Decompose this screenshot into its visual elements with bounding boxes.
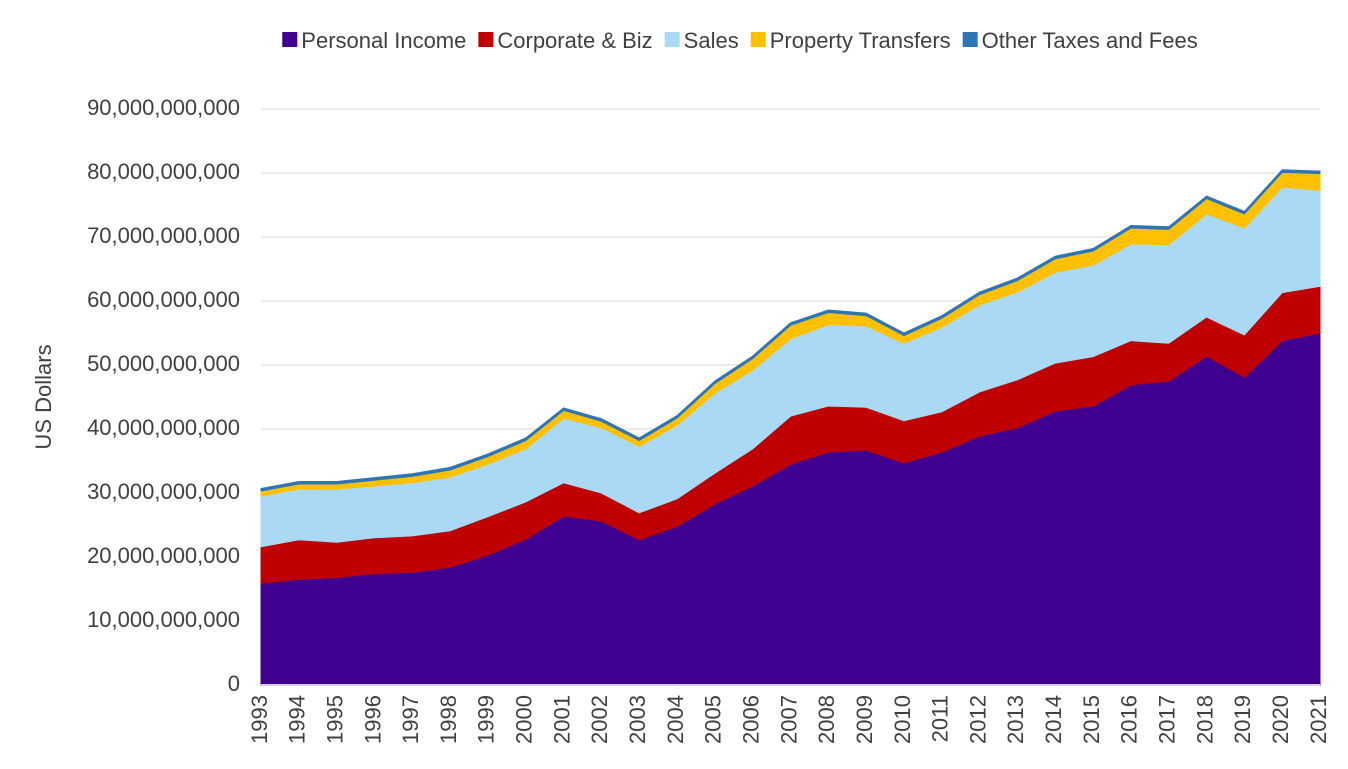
x-tick-label: 2018: [1192, 695, 1217, 744]
x-tick-label: 2014: [1041, 695, 1066, 744]
legend-label: Sales: [684, 28, 739, 53]
y-tick-label: 20,000,000,000: [87, 543, 240, 568]
x-tick-label: 1993: [247, 695, 272, 744]
legend-label: Personal Income: [301, 28, 466, 53]
x-tick-label: 2016: [1117, 695, 1142, 744]
x-tick-label: 2015: [1079, 695, 1104, 744]
x-tick-label: 2009: [852, 695, 877, 744]
x-tick-label: 2008: [814, 695, 839, 744]
legend-swatch: [478, 32, 494, 47]
x-tick-label: 2019: [1230, 695, 1255, 744]
area: [260, 169, 1321, 492]
y-tick-label: 90,000,000,000: [87, 95, 240, 120]
y-tick-label: 10,000,000,000: [87, 607, 240, 632]
x-tick-label: 1994: [285, 695, 310, 744]
y-tick-label: 70,000,000,000: [87, 223, 240, 248]
y-tick-label: 50,000,000,000: [87, 351, 240, 376]
x-tick-label: 2005: [701, 695, 726, 744]
legend-swatch: [750, 32, 766, 47]
x-tick-label: 2013: [1003, 695, 1028, 744]
legend-swatch: [664, 32, 680, 47]
x-tick-label: 2012: [965, 695, 990, 744]
legend-label: Corporate & Biz: [497, 28, 652, 53]
x-tick-label: 2007: [776, 695, 801, 744]
y-tick-label: 40,000,000,000: [87, 415, 240, 440]
y-tick-label: 60,000,000,000: [87, 287, 240, 312]
x-tick-label: 2017: [1155, 695, 1180, 744]
x-tick-label: 2001: [549, 695, 574, 744]
y-tick-label: 0: [228, 671, 240, 696]
y-axis-title: US Dollars: [31, 344, 56, 449]
x-tick-label: 1996: [360, 695, 385, 744]
legend-swatch: [282, 32, 298, 47]
y-tick-label: 30,000,000,000: [87, 479, 240, 504]
legend-swatch: [962, 32, 978, 47]
legend-label: Property Transfers: [770, 28, 951, 53]
x-tick-label: 2002: [587, 695, 612, 744]
x-tick-label: 2021: [1306, 695, 1331, 744]
x-tick-label: 2003: [625, 695, 650, 744]
x-tick-label: 1998: [436, 695, 461, 744]
y-tick-label: 80,000,000,000: [87, 159, 240, 184]
x-tick-label: 1999: [474, 695, 499, 744]
x-tick-label: 2010: [890, 695, 915, 744]
x-tick-label: 2011: [928, 695, 953, 742]
x-tick-label: 2006: [738, 695, 763, 744]
legend-label: Other Taxes and Fees: [982, 28, 1198, 53]
x-tick-label: 1995: [322, 695, 347, 744]
x-tick-label: 2004: [663, 695, 688, 744]
x-tick-label: 2000: [512, 695, 537, 744]
x-tick-label: 2020: [1268, 695, 1293, 744]
x-tick-label: 1997: [398, 695, 423, 744]
